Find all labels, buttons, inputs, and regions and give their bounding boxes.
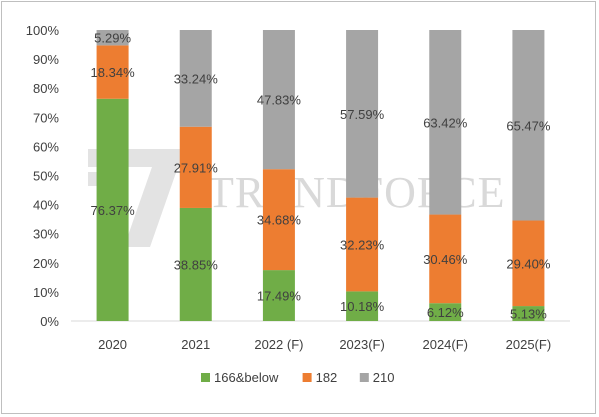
bar-166below xyxy=(262,270,295,321)
data-label: 34.68% xyxy=(257,213,302,228)
bar-210 xyxy=(96,30,129,46)
bars xyxy=(96,30,545,321)
y-tick-label: 90% xyxy=(33,52,59,67)
legend-label: 210 xyxy=(373,370,395,385)
bar-210 xyxy=(429,30,462,215)
y-tick-label: 70% xyxy=(33,110,59,125)
data-label: 32.23% xyxy=(340,237,385,252)
bar-166below xyxy=(512,306,545,321)
data-label: 63.42% xyxy=(423,115,468,130)
y-tick-label: 50% xyxy=(33,169,59,184)
legend-swatch xyxy=(201,373,210,382)
data-label: 5.13% xyxy=(510,307,547,322)
bar-210 xyxy=(179,30,212,127)
data-label: 10.18% xyxy=(340,299,385,314)
bar-182 xyxy=(512,220,545,307)
data-label: 65.47% xyxy=(506,118,551,133)
y-tick-label: 40% xyxy=(33,198,59,213)
x-tick-label: 2020 xyxy=(98,337,127,352)
x-tick-label: 2025(F) xyxy=(506,337,552,352)
bar-166below xyxy=(96,98,129,321)
data-label: 30.46% xyxy=(423,252,468,267)
bar-166below xyxy=(346,291,379,321)
data-label: 38.85% xyxy=(174,257,219,272)
data-label: 76.37% xyxy=(91,203,136,218)
data-labels: 76.37% 18.34% 5.29% 38.85% 27.91% 33.24% 17.49… xyxy=(91,31,551,322)
legend: 166&below 182 210 xyxy=(201,370,395,385)
legend-label: 166&below xyxy=(214,370,279,385)
y-tick-label: 30% xyxy=(33,227,59,242)
data-label: 17.49% xyxy=(257,289,302,304)
bar-182 xyxy=(179,126,212,208)
y-tick-label: 0% xyxy=(40,314,59,329)
x-tick-label: 2023(F) xyxy=(339,337,385,352)
x-tick-label: 2021 xyxy=(181,337,210,352)
y-tick-label: 20% xyxy=(33,256,59,271)
legend-label: 182 xyxy=(316,370,338,385)
data-label: 27.91% xyxy=(174,160,219,175)
data-label: 29.40% xyxy=(506,256,551,271)
y-tick-label: 10% xyxy=(33,285,59,300)
bar-166below xyxy=(179,207,212,321)
data-label: 5.29% xyxy=(94,31,131,46)
bar-210 xyxy=(262,30,295,170)
y-tick-label: 60% xyxy=(33,139,59,154)
bar-182 xyxy=(96,45,129,99)
bar-182 xyxy=(262,169,295,271)
data-label: 57.59% xyxy=(340,107,385,122)
bar-182 xyxy=(346,197,379,292)
data-label: 33.24% xyxy=(174,71,219,86)
bar-210 xyxy=(346,30,379,198)
data-label: 18.34% xyxy=(91,65,136,80)
legend-swatch xyxy=(302,373,312,382)
data-label: 47.83% xyxy=(257,93,302,108)
y-tick-label: 80% xyxy=(33,81,59,96)
data-label: 6.12% xyxy=(427,305,464,320)
y-tick-label: 100% xyxy=(26,23,60,38)
bar-166below xyxy=(429,303,462,321)
bar-210 xyxy=(512,30,545,221)
axes: 0% 10% 20% 30% 40% 50% 60% 70% 80% 90% 100% 2020 202… xyxy=(26,23,570,352)
x-tick-label: 2022 (F) xyxy=(254,337,303,352)
x-tick-label: 2024(F) xyxy=(422,337,468,352)
legend-swatch xyxy=(359,373,369,382)
bar-182 xyxy=(429,214,462,304)
